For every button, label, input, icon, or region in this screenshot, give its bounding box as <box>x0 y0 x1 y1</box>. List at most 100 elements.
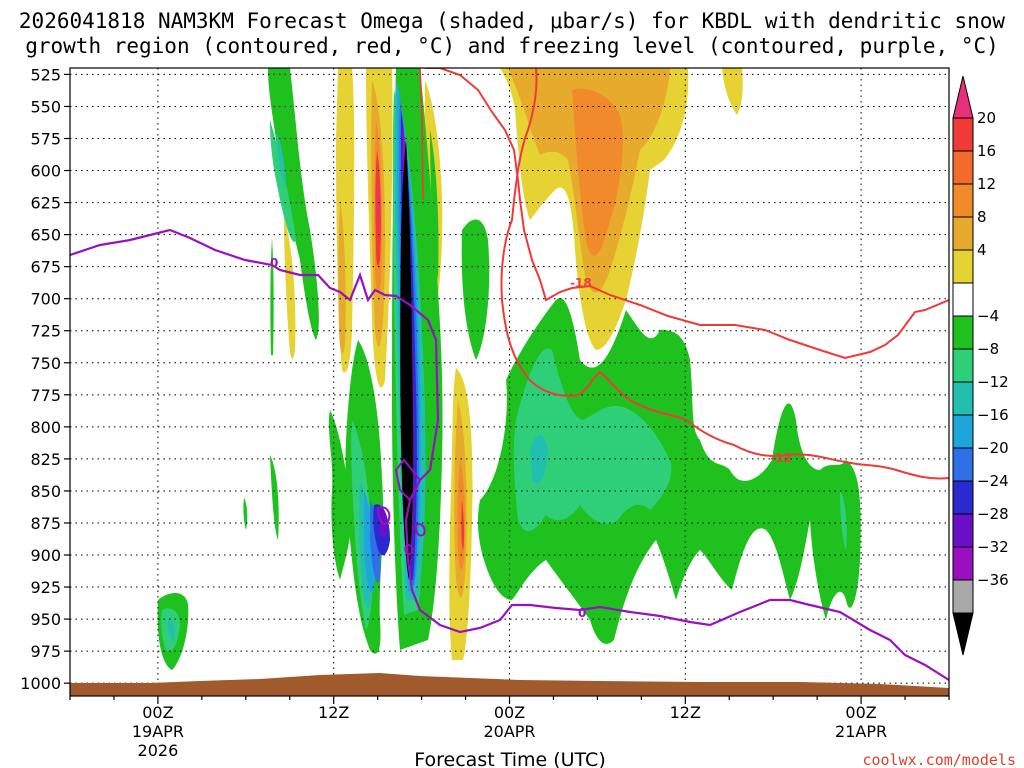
y-tick-label: 950 <box>30 610 61 629</box>
colorbar-swatch <box>952 117 974 152</box>
freezing-level-label: 0 <box>270 256 278 270</box>
y-tick-label: 825 <box>30 450 61 469</box>
omega-shade-neg12 <box>276 130 286 190</box>
y-tick-label: 1000 <box>20 674 61 693</box>
x-tick-label: 2026 <box>138 741 179 760</box>
omega-shade-neg20 <box>370 500 381 583</box>
omega-shade-neg4 <box>268 68 319 340</box>
x-tick-label: 21APR <box>835 722 887 741</box>
colorbar-label: −24 <box>977 472 1009 490</box>
x-tick-label: 00Z <box>142 703 173 722</box>
omega-shade-12 <box>572 88 623 256</box>
y-tick-label: 975 <box>30 642 61 661</box>
dgz-cold-label: -18 <box>570 276 592 290</box>
y-tick-label: 550 <box>30 97 61 116</box>
omega-shade-4 <box>284 218 296 359</box>
omega-shade-neg8 <box>270 120 296 242</box>
colorbar-label: 12 <box>977 175 996 193</box>
y-axis: 525 550 575 600 625 650 675 700 725 750 775 800 825 8… <box>20 65 70 693</box>
y-tick-label: 725 <box>30 322 61 341</box>
freezing-level-contour <box>414 523 426 537</box>
colorbar-label: 4 <box>977 241 987 259</box>
omega-shade-neg4 <box>243 498 248 530</box>
terrain-strip <box>70 673 949 696</box>
colorbar-swatch <box>952 348 974 383</box>
y-tick-label: 775 <box>30 386 61 405</box>
colorbar-bottom-arrow <box>952 612 974 656</box>
omega-shade-neg4 <box>270 238 274 355</box>
y-tick-label: 800 <box>30 418 61 437</box>
omega-shaded-field <box>157 68 861 670</box>
omega-shade-8 <box>338 200 346 354</box>
y-tick-label: 650 <box>30 226 61 245</box>
dgz-warm-label: -12 <box>770 451 792 465</box>
omega-shade-16 <box>461 500 465 550</box>
dgz-cold-contour <box>425 68 949 360</box>
x-axis-title: Forecast Time (UTC) <box>414 749 605 768</box>
y-tick-label: 675 <box>30 258 61 277</box>
omega-shade-neg16 <box>364 490 375 593</box>
y-tick-label: 750 <box>30 354 61 373</box>
colorbar-label: −16 <box>977 406 1009 424</box>
omega-shade-20 <box>377 175 380 235</box>
colorbar-label: 16 <box>977 142 996 160</box>
omega-shade-neg12 <box>168 619 175 640</box>
y-tick-label: 625 <box>30 194 61 213</box>
colorbar-label: −36 <box>977 571 1009 589</box>
colorbar-swatch <box>952 216 974 251</box>
freezing-level-contour <box>376 506 391 526</box>
x-tick-label: 19APR <box>132 722 184 741</box>
colorbar-label: −12 <box>977 373 1009 391</box>
y-tick-label: 900 <box>30 546 61 565</box>
y-tick-label: 525 <box>30 65 61 84</box>
omega-shade-neg4 <box>461 219 490 360</box>
freezing-level-contour <box>404 544 414 556</box>
colorbar: 20 16 12 8 4 −4 −8 −12 −16 −20 −24 −28 −32 −36 <box>952 75 1009 656</box>
colorbar-swatch <box>952 513 974 548</box>
chart-title-line1: 2026041818 NAM3KM Forecast Omega (shaded… <box>19 9 1006 33</box>
omega-shade-neg4 <box>270 455 279 540</box>
freezing-level-label: 0 <box>578 606 586 620</box>
colorbar-swatch <box>952 249 974 284</box>
omega-shade-neg8 <box>840 490 847 550</box>
colorbar-swatch <box>952 414 974 449</box>
colorbar-label: −32 <box>977 538 1009 556</box>
colorbar-swatch <box>952 579 974 614</box>
x-tick-label: 00Z <box>494 703 525 722</box>
x-tick-label: 20APR <box>483 722 535 741</box>
colorbar-label: −28 <box>977 505 1009 523</box>
colorbar-label: −20 <box>977 439 1009 457</box>
contour-lines <box>70 68 949 681</box>
freezing-level-contour <box>70 228 949 681</box>
colorbar-swatch <box>952 447 974 482</box>
y-tick-label: 875 <box>30 514 61 533</box>
x-tick-label: 12Z <box>318 703 349 722</box>
credit-text: coolwx.com/models <box>862 751 1016 768</box>
colorbar-swatch <box>952 183 974 218</box>
dgz-warm-contour <box>419 68 424 201</box>
colorbar-label: 8 <box>977 208 987 226</box>
x-tick-label: 00Z <box>845 703 876 722</box>
colorbar-swatch <box>952 150 974 185</box>
omega-shade-neg4 <box>430 130 439 280</box>
x-tick-label: 12Z <box>670 703 701 722</box>
colorbar-swatch <box>952 546 974 581</box>
chart-title-line2: growth region (contoured, red, °C) and f… <box>25 34 999 58</box>
dgz-cold-contour <box>500 68 949 480</box>
y-tick-label: 925 <box>30 578 61 597</box>
y-tick-label: 575 <box>30 129 61 148</box>
y-tick-label: 850 <box>30 482 61 501</box>
y-tick-label: 600 <box>30 162 61 181</box>
colorbar-swatch <box>952 480 974 515</box>
colorbar-swatch <box>952 282 974 317</box>
omega-shade-neg36 <box>400 140 414 580</box>
colorbar-swatch <box>952 381 974 416</box>
colorbar-label: −4 <box>977 307 999 325</box>
omega-shade-neg4 <box>328 410 352 580</box>
colorbar-top-arrow <box>952 75 974 119</box>
y-tick-label: 700 <box>30 290 61 309</box>
colorbar-swatch <box>952 315 974 350</box>
freezing-level-contour <box>394 458 421 501</box>
